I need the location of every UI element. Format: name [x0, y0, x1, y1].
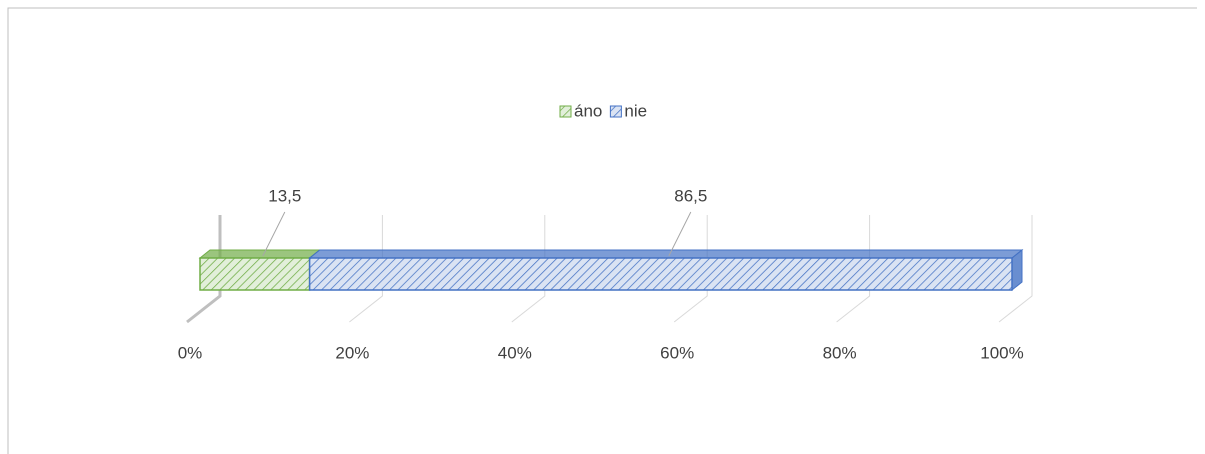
legend-swatch [559, 105, 572, 118]
x-tick-label: 20% [335, 343, 369, 362]
legend-label: nie [624, 101, 647, 120]
bar-face [199, 257, 311, 291]
grid-line [349, 215, 383, 323]
grid-line [998, 215, 1033, 323]
bar [308, 248, 1024, 292]
grid-line [186, 215, 222, 324]
bar [198, 249, 322, 291]
x-tick-label: 40% [498, 343, 532, 362]
legend-swatch [609, 105, 622, 118]
x-tick-label: 60% [660, 343, 694, 362]
chart-frame [7, 7, 1197, 454]
x-tick-label: 100% [980, 343, 1023, 362]
leader-line [668, 211, 692, 257]
bar-face [308, 257, 1013, 291]
x-tick-label: 0% [178, 343, 203, 362]
data-label: 86,5 [674, 186, 707, 205]
bar-face [198, 249, 322, 259]
bar-face [308, 249, 1024, 259]
grid-line [836, 215, 871, 323]
grid-line [511, 215, 546, 323]
data-label: 13,5 [268, 186, 301, 205]
leader-line [262, 211, 286, 257]
legend-label: áno [574, 101, 602, 120]
x-tick-label: 80% [823, 343, 857, 362]
grid-line [673, 215, 708, 323]
